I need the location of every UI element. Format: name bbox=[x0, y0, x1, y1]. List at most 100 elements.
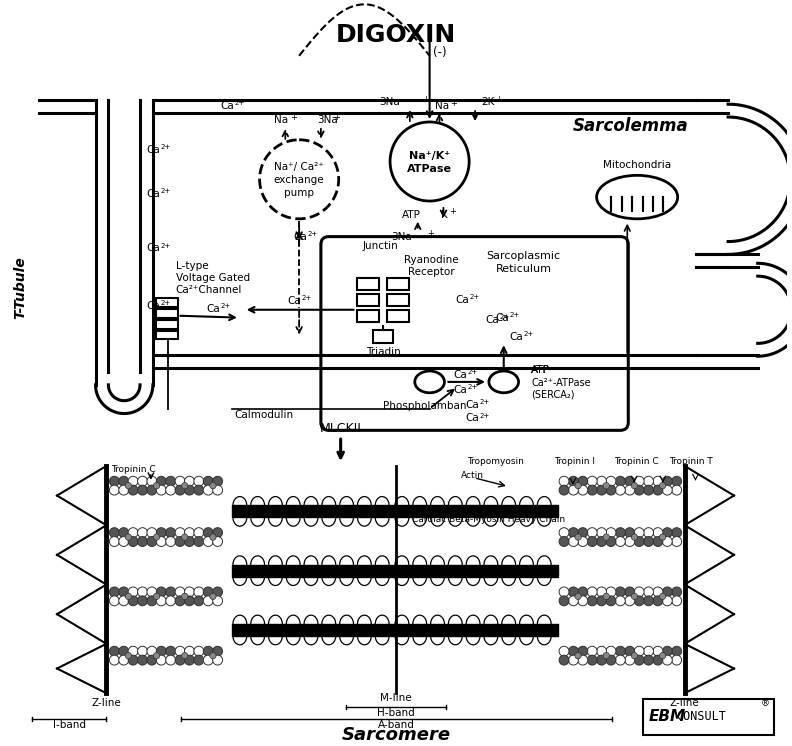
Text: Actin: Actin bbox=[461, 471, 484, 480]
Circle shape bbox=[587, 646, 597, 656]
Circle shape bbox=[147, 485, 157, 495]
Text: (-): (-) bbox=[432, 46, 447, 59]
Circle shape bbox=[644, 587, 653, 597]
Circle shape bbox=[109, 536, 120, 547]
Circle shape bbox=[138, 527, 147, 538]
Circle shape bbox=[156, 655, 166, 665]
Circle shape bbox=[147, 596, 157, 606]
Text: M-line: M-line bbox=[380, 693, 412, 703]
Circle shape bbox=[147, 655, 157, 665]
Circle shape bbox=[606, 646, 616, 656]
Text: 2K: 2K bbox=[481, 97, 494, 107]
Circle shape bbox=[138, 536, 147, 547]
Circle shape bbox=[587, 527, 597, 538]
Bar bbox=[387, 278, 409, 290]
Circle shape bbox=[662, 536, 672, 547]
Circle shape bbox=[672, 646, 682, 656]
Circle shape bbox=[213, 476, 223, 486]
Text: ®: ® bbox=[761, 700, 770, 709]
Circle shape bbox=[138, 476, 147, 486]
Text: Ca: Ca bbox=[146, 301, 160, 311]
Circle shape bbox=[587, 587, 597, 597]
Text: Ca: Ca bbox=[293, 231, 307, 242]
Circle shape bbox=[175, 536, 185, 547]
Circle shape bbox=[644, 646, 653, 656]
Circle shape bbox=[138, 485, 147, 495]
Circle shape bbox=[181, 593, 188, 600]
Circle shape bbox=[185, 587, 194, 597]
Circle shape bbox=[606, 476, 616, 486]
Circle shape bbox=[625, 536, 634, 547]
Circle shape bbox=[575, 653, 581, 659]
Circle shape bbox=[128, 655, 138, 665]
Circle shape bbox=[185, 476, 194, 486]
Circle shape bbox=[213, 596, 223, 606]
Circle shape bbox=[213, 536, 223, 547]
Circle shape bbox=[662, 596, 672, 606]
Circle shape bbox=[575, 534, 581, 540]
Text: 2+: 2+ bbox=[302, 295, 312, 301]
Circle shape bbox=[166, 536, 176, 547]
Circle shape bbox=[634, 646, 644, 656]
Circle shape bbox=[578, 646, 588, 656]
Text: T-Tubule: T-Tubule bbox=[13, 257, 28, 319]
Circle shape bbox=[575, 593, 581, 600]
Circle shape bbox=[128, 485, 138, 495]
Text: 2+: 2+ bbox=[470, 294, 480, 300]
Circle shape bbox=[166, 655, 176, 665]
Circle shape bbox=[210, 653, 216, 659]
Text: Ca: Ca bbox=[207, 304, 220, 314]
Circle shape bbox=[660, 593, 666, 600]
Bar bbox=[156, 309, 177, 318]
Text: Ca²⁺-ATPase: Ca²⁺-ATPase bbox=[531, 378, 591, 388]
Circle shape bbox=[185, 485, 194, 495]
Circle shape bbox=[662, 527, 672, 538]
Text: 2+: 2+ bbox=[160, 188, 170, 194]
Text: Ca: Ca bbox=[146, 243, 160, 254]
Circle shape bbox=[185, 646, 194, 656]
Text: ATPase: ATPase bbox=[407, 164, 452, 175]
Circle shape bbox=[672, 476, 682, 486]
Circle shape bbox=[128, 476, 138, 486]
Bar bbox=[387, 294, 409, 306]
Circle shape bbox=[210, 534, 216, 540]
Circle shape bbox=[578, 476, 588, 486]
Text: A-band: A-band bbox=[378, 720, 414, 730]
Text: Sarcomere: Sarcomere bbox=[341, 726, 451, 744]
Bar bbox=[357, 278, 379, 290]
Circle shape bbox=[166, 596, 176, 606]
Text: Ca: Ca bbox=[146, 189, 160, 199]
Text: Na: Na bbox=[435, 101, 449, 111]
Circle shape bbox=[625, 527, 634, 538]
Circle shape bbox=[109, 587, 120, 597]
Text: Ca: Ca bbox=[485, 315, 499, 325]
Circle shape bbox=[204, 587, 213, 597]
Text: Ca: Ca bbox=[465, 400, 479, 410]
Text: exchange: exchange bbox=[274, 175, 325, 185]
Circle shape bbox=[185, 527, 194, 538]
Circle shape bbox=[578, 655, 588, 665]
Circle shape bbox=[119, 485, 128, 495]
Circle shape bbox=[660, 653, 666, 659]
Circle shape bbox=[653, 646, 663, 656]
Circle shape bbox=[559, 527, 569, 538]
Text: 3Na: 3Na bbox=[379, 97, 400, 107]
Bar bbox=[156, 298, 177, 307]
Circle shape bbox=[390, 122, 469, 201]
Text: +: + bbox=[421, 95, 428, 104]
Text: Calmodulin: Calmodulin bbox=[234, 410, 293, 419]
Circle shape bbox=[559, 485, 569, 495]
Text: 2+: 2+ bbox=[160, 300, 170, 306]
Circle shape bbox=[156, 587, 166, 597]
Circle shape bbox=[175, 485, 185, 495]
Text: Z-line: Z-line bbox=[670, 698, 699, 708]
Circle shape bbox=[615, 485, 626, 495]
Circle shape bbox=[156, 476, 166, 486]
Text: (SERCA₂): (SERCA₂) bbox=[531, 389, 575, 400]
Circle shape bbox=[175, 655, 185, 665]
Circle shape bbox=[631, 653, 638, 659]
Circle shape bbox=[128, 587, 138, 597]
Bar bbox=[357, 294, 379, 306]
Circle shape bbox=[109, 527, 120, 538]
Text: CONSULT: CONSULT bbox=[676, 710, 726, 724]
